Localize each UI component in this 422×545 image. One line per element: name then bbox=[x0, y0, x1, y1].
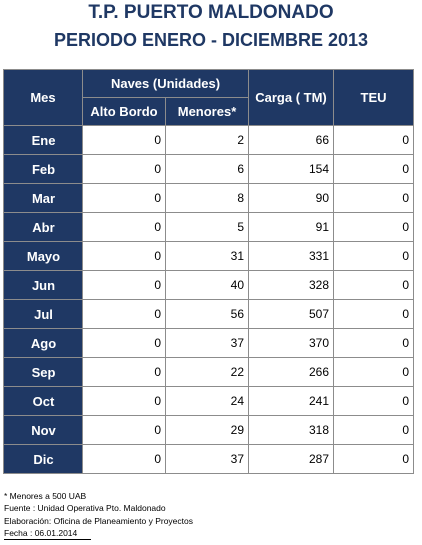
carga-cell: 91 bbox=[248, 212, 334, 242]
teu-cell: 0 bbox=[333, 328, 414, 358]
teu-cell: 0 bbox=[333, 386, 414, 416]
month-cell: Mar bbox=[3, 183, 83, 213]
alto-bordo-cell: 0 bbox=[82, 270, 166, 300]
column-header-carga: Carga ( TM) bbox=[248, 69, 334, 126]
menores-cell: 56 bbox=[165, 299, 249, 329]
menores-cell: 8 bbox=[165, 183, 249, 213]
carga-cell: 328 bbox=[248, 270, 334, 300]
table-row: Ago 0 37 370 0 bbox=[3, 328, 414, 358]
column-header-alto-bordo: Alto Bordo bbox=[82, 97, 166, 126]
month-cell: Feb bbox=[3, 154, 83, 184]
teu-cell: 0 bbox=[333, 212, 414, 242]
menores-cell: 5 bbox=[165, 212, 249, 242]
teu-cell: 0 bbox=[333, 299, 414, 329]
table-row: Nov 0 29 318 0 bbox=[3, 415, 414, 445]
carga-cell: 66 bbox=[248, 125, 334, 155]
teu-cell: 0 bbox=[333, 183, 414, 213]
carga-cell: 287 bbox=[248, 444, 334, 474]
menores-cell: 37 bbox=[165, 444, 249, 474]
menores-cell: 31 bbox=[165, 241, 249, 271]
footnote-menores: * Menores a 500 UAB bbox=[4, 491, 87, 501]
menores-cell: 22 bbox=[165, 357, 249, 387]
carga-cell: 331 bbox=[248, 241, 334, 271]
month-cell: Mayo bbox=[3, 241, 83, 271]
menores-cell: 2 bbox=[165, 125, 249, 155]
alto-bordo-cell: 0 bbox=[82, 183, 166, 213]
column-header-mes: Mes bbox=[3, 69, 83, 126]
alto-bordo-cell: 0 bbox=[82, 386, 166, 416]
alto-bordo-cell: 0 bbox=[82, 125, 166, 155]
month-cell: Abr bbox=[3, 212, 83, 242]
table-row: Feb 0 6 154 0 bbox=[3, 154, 414, 184]
table-row: Jul 0 56 507 0 bbox=[3, 299, 414, 329]
footnote-fuente: Fuente : Unidad Operativa Pto. Maldonado bbox=[4, 503, 166, 514]
teu-cell: 0 bbox=[333, 444, 414, 474]
footnote-fecha: Fecha : 06.01.2014 bbox=[4, 527, 92, 541]
column-header-naves: Naves (Unidades) bbox=[82, 69, 249, 98]
port-statistics-table: Mes Naves (Unidades) Carga ( TM) TEU Alt… bbox=[3, 69, 414, 474]
column-header-menores: Menores* bbox=[165, 97, 249, 126]
carga-cell: 266 bbox=[248, 357, 334, 387]
column-header-teu: TEU bbox=[333, 69, 414, 126]
carga-cell: 154 bbox=[248, 154, 334, 184]
month-cell: Ene bbox=[3, 125, 83, 155]
menores-cell: 24 bbox=[165, 386, 249, 416]
page-title: T.P. PUERTO MALDONADO bbox=[88, 2, 334, 23]
table-row: Sep 0 22 266 0 bbox=[3, 357, 414, 387]
alto-bordo-cell: 0 bbox=[82, 212, 166, 242]
table-row: Oct 0 24 241 0 bbox=[3, 386, 414, 416]
menores-cell: 6 bbox=[165, 154, 249, 184]
menores-cell: 29 bbox=[165, 415, 249, 445]
month-cell: Nov bbox=[3, 415, 83, 445]
alto-bordo-cell: 0 bbox=[82, 154, 166, 184]
teu-cell: 0 bbox=[333, 125, 414, 155]
month-cell: Sep bbox=[3, 357, 83, 387]
alto-bordo-cell: 0 bbox=[82, 357, 166, 387]
alto-bordo-cell: 0 bbox=[82, 444, 166, 474]
teu-cell: 0 bbox=[333, 154, 414, 184]
month-cell: Jun bbox=[3, 270, 83, 300]
table-row: Ene 0 2 66 0 bbox=[3, 125, 414, 155]
carga-cell: 90 bbox=[248, 183, 334, 213]
month-cell: Jul bbox=[3, 299, 83, 329]
month-cell: Ago bbox=[3, 328, 83, 358]
carga-cell: 507 bbox=[248, 299, 334, 329]
teu-cell: 0 bbox=[333, 270, 414, 300]
menores-cell: 37 bbox=[165, 328, 249, 358]
table-row: Dic 0 37 287 0 bbox=[3, 444, 414, 474]
page-subtitle: PERIODO ENERO - DICIEMBRE 2013 bbox=[53, 30, 369, 50]
month-cell: Oct bbox=[3, 386, 83, 416]
carga-cell: 241 bbox=[248, 386, 334, 416]
teu-cell: 0 bbox=[333, 357, 414, 387]
footnote-elaboracion: Elaboración: Oficina de Planeamiento y P… bbox=[4, 515, 193, 526]
footnotes: * Menores a 500 UAB Fuente : Unidad Oper… bbox=[4, 490, 193, 541]
alto-bordo-cell: 0 bbox=[82, 328, 166, 358]
table-row: Jun 0 40 328 0 bbox=[3, 270, 414, 300]
teu-cell: 0 bbox=[333, 241, 414, 271]
table-body: Ene 0 2 66 0 Feb 0 6 154 0 Mar 0 8 90 0 Abr 0 5 91 0 Mayo 0 31… bbox=[3, 125, 414, 474]
table-row: Mar 0 8 90 0 bbox=[3, 183, 414, 213]
table-row: Mayo 0 31 331 0 bbox=[3, 241, 414, 271]
alto-bordo-cell: 0 bbox=[82, 415, 166, 445]
alto-bordo-cell: 0 bbox=[82, 241, 166, 271]
table-row: Abr 0 5 91 0 bbox=[3, 212, 414, 242]
teu-cell: 0 bbox=[333, 415, 414, 445]
carga-cell: 318 bbox=[248, 415, 334, 445]
month-cell: Dic bbox=[3, 444, 83, 474]
carga-cell: 370 bbox=[248, 328, 334, 358]
alto-bordo-cell: 0 bbox=[82, 299, 166, 329]
menores-cell: 40 bbox=[165, 270, 249, 300]
